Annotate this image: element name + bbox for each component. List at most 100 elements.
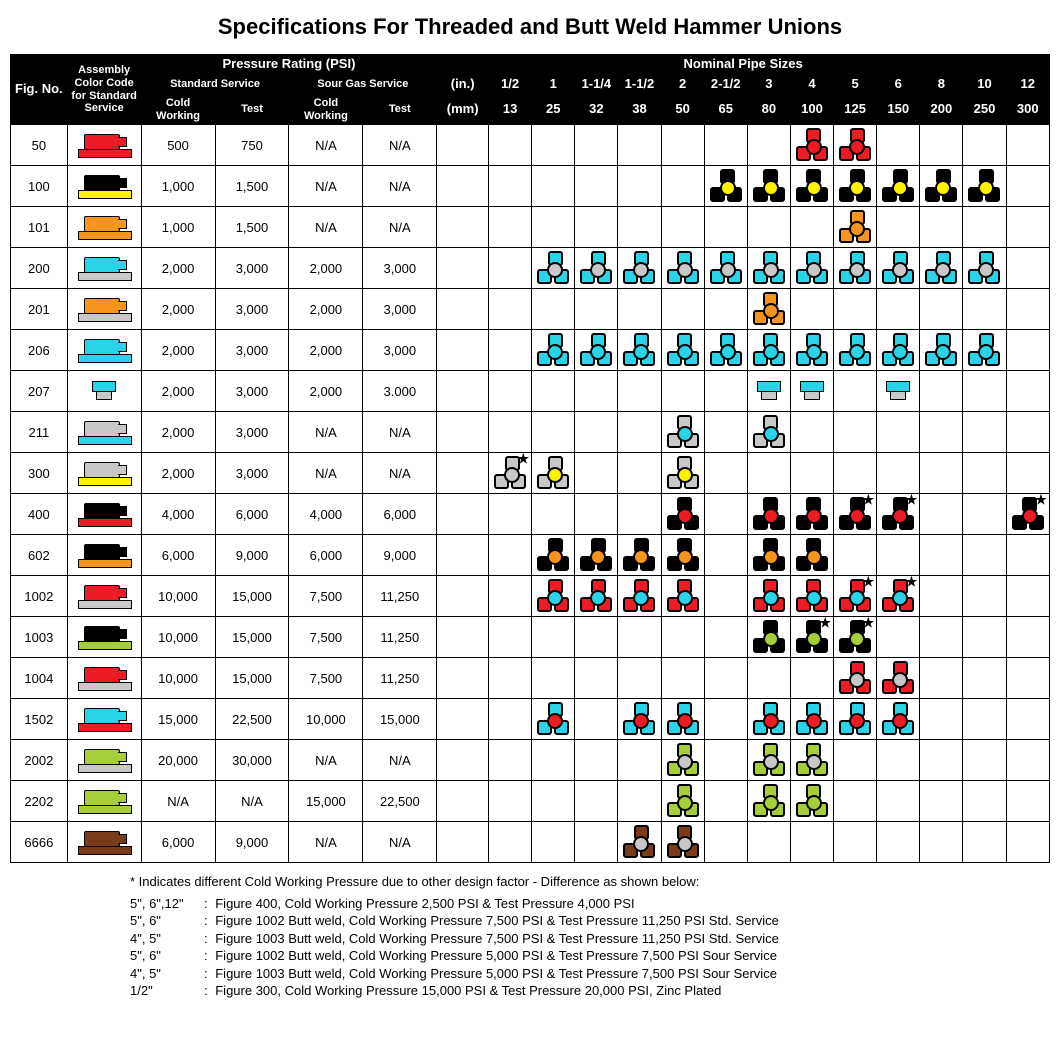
pressure-cell: 4,000	[141, 494, 215, 535]
pressure-cell: N/A	[289, 412, 363, 453]
pressure-cell: 3,000	[215, 371, 289, 412]
size-cell	[618, 248, 661, 289]
pressure-cell: 2,000	[141, 289, 215, 330]
wingnut-icon	[668, 417, 698, 447]
size-cell: ★	[834, 617, 877, 658]
size-cell	[575, 125, 618, 166]
assembly-icon	[78, 132, 130, 158]
wingnut-icon	[581, 581, 611, 611]
fig-no: 101	[11, 207, 68, 248]
pressure-cell: 22,500	[215, 699, 289, 740]
table-row: 66666,0009,000N/AN/A	[11, 822, 1050, 863]
pressure-cell: 11,250	[363, 576, 437, 617]
size-cell	[532, 617, 575, 658]
table-row: 2072,0003,0002,0003.000	[11, 371, 1050, 412]
size-cell	[489, 371, 532, 412]
size-cell	[963, 371, 1006, 412]
pressure-cell: N/A	[141, 781, 215, 822]
pressure-cell: N/A	[363, 166, 437, 207]
size-cell	[747, 781, 790, 822]
size-cell	[963, 453, 1006, 494]
wingnut-icon	[840, 704, 870, 734]
size-cell	[834, 453, 877, 494]
fig-no: 1003	[11, 617, 68, 658]
assembly-icon	[78, 214, 130, 240]
size-cell	[790, 412, 833, 453]
assembly-cell	[67, 125, 141, 166]
size-cell	[920, 412, 963, 453]
wingnut-icon	[797, 745, 827, 775]
size-cell	[489, 822, 532, 863]
size-cell	[1006, 289, 1049, 330]
size-cell	[790, 781, 833, 822]
size-cell	[532, 576, 575, 617]
wingnut-icon	[754, 294, 784, 324]
size-cell	[489, 699, 532, 740]
pressure-cell: 10,000	[141, 658, 215, 699]
size-cell	[877, 453, 920, 494]
pressure-cell: 20,000	[141, 740, 215, 781]
table-row: 6026,0009,0006,0009,000	[11, 535, 1050, 576]
table-row: 50500750N/AN/A	[11, 125, 1050, 166]
wingnut-icon	[581, 253, 611, 283]
star-marker: ★	[862, 616, 874, 629]
wingnut-icon: ★	[840, 581, 870, 611]
table-row: 3002,0003,000N/AN/A★	[11, 453, 1050, 494]
wingnut-icon	[969, 253, 999, 283]
size-cell	[747, 207, 790, 248]
wingnut-icon	[840, 335, 870, 365]
size-cell	[704, 494, 747, 535]
star-marker: ★	[906, 575, 918, 588]
size-cell	[920, 576, 963, 617]
size-cell	[661, 289, 704, 330]
size-cell	[1006, 248, 1049, 289]
assembly-cell	[67, 781, 141, 822]
size-cell	[1006, 781, 1049, 822]
pressure-cell: 1,000	[141, 207, 215, 248]
hdr-size-in: 1-1/4	[575, 74, 618, 94]
fig-no: 201	[11, 289, 68, 330]
size-cell	[834, 371, 877, 412]
size-cell: ★	[834, 576, 877, 617]
footnote-size: 1/2"	[130, 982, 204, 1000]
size-cell	[704, 576, 747, 617]
fig-no: 6666	[11, 822, 68, 863]
assembly-icon	[78, 788, 130, 814]
size-cell	[618, 658, 661, 699]
size-cell	[704, 371, 747, 412]
size-cell	[1006, 740, 1049, 781]
assembly-cell	[67, 289, 141, 330]
size-cell	[790, 740, 833, 781]
pressure-cell: 2,000	[289, 289, 363, 330]
size-cell	[834, 740, 877, 781]
footnote-text: Figure 1003 Butt weld, Cold Working Pres…	[215, 965, 783, 983]
size-cell	[790, 658, 833, 699]
size-cell	[963, 699, 1006, 740]
hdr-size-mm: 300	[1006, 94, 1049, 124]
size-cell	[489, 576, 532, 617]
size-cell	[1006, 576, 1049, 617]
pressure-cell: N/A	[363, 125, 437, 166]
pressure-cell: 7,500	[289, 658, 363, 699]
assembly-icon	[78, 337, 130, 363]
pressure-cell: N/A	[289, 822, 363, 863]
size-cell	[532, 248, 575, 289]
pressure-cell: 9,000	[363, 535, 437, 576]
size-cell	[575, 371, 618, 412]
size-cell	[575, 412, 618, 453]
size-cell	[920, 494, 963, 535]
size-cell	[532, 658, 575, 699]
wingnut-icon	[624, 704, 654, 734]
size-cell	[747, 494, 790, 535]
size-cell	[618, 166, 661, 207]
size-cell	[920, 371, 963, 412]
pressure-cell: 2,000	[141, 371, 215, 412]
wingnut-icon: ★	[840, 499, 870, 529]
size-cell	[834, 330, 877, 371]
hdr-size-in: 5	[834, 74, 877, 94]
size-cell	[618, 699, 661, 740]
assembly-icon	[90, 381, 118, 401]
size-cell	[790, 289, 833, 330]
assembly-cell	[67, 658, 141, 699]
assembly-icon	[78, 501, 130, 527]
